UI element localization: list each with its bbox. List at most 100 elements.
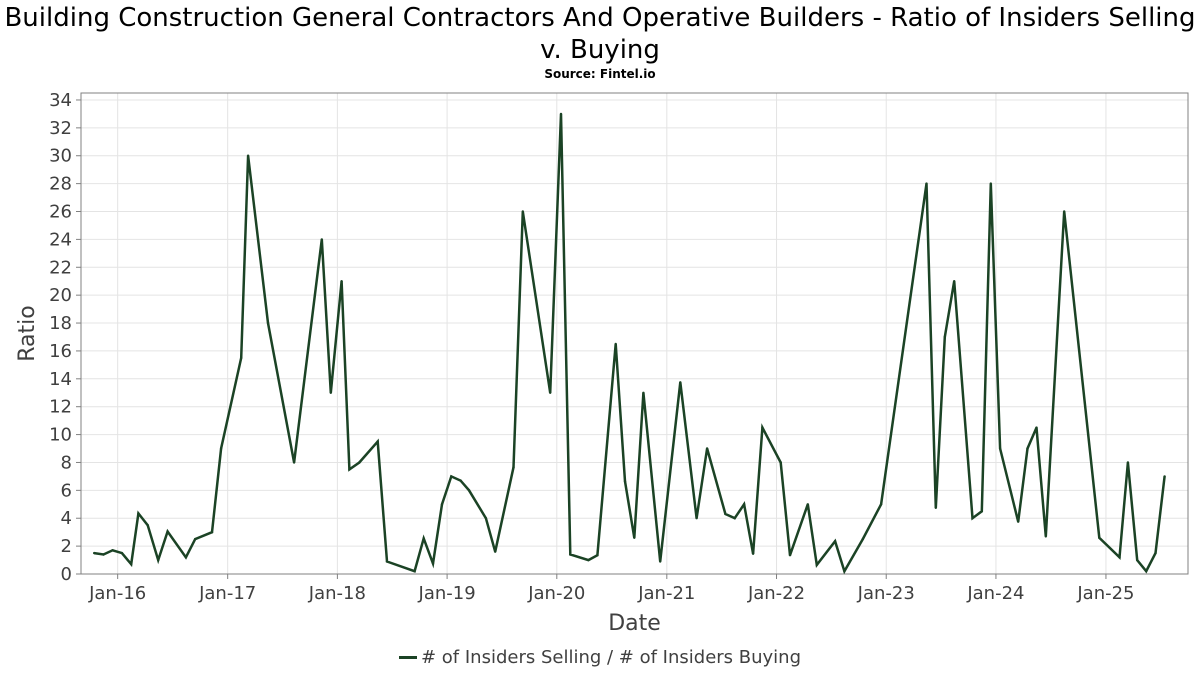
y-tick-label: 10 [49,425,72,446]
data-point [679,381,682,384]
y-axis-title: Ratio [15,305,40,361]
data-point [1163,475,1166,478]
data-point [166,530,169,533]
data-point [742,503,746,506]
plot-area [80,92,1189,575]
data-point [1044,535,1048,538]
data-point [833,540,837,543]
y-tick-label: 26 [49,202,72,223]
data-point [596,554,599,557]
data-point [219,447,223,450]
data-point [340,280,343,283]
data-point [240,356,243,360]
data-point [348,468,351,471]
data-point [788,554,792,557]
data-point [569,553,572,556]
series-layer [93,112,1166,575]
data-point [385,560,389,563]
data-point [184,556,188,559]
chart-subtitle: Source: Fintel.io [544,67,656,81]
legend-swatch [398,656,417,659]
data-point [998,447,1002,450]
data-point [320,238,323,241]
data-point [815,563,818,567]
chart-title: Building Construction General Contractor… [4,3,1196,65]
x-tick-label: Jan-23 [857,583,915,604]
data-point [440,503,444,506]
data-point [751,552,755,555]
y-tick-label: 16 [49,341,72,362]
data-point [953,280,956,283]
data-point [194,537,197,541]
data-point [989,182,992,185]
data-point [971,517,974,520]
series-line [94,113,1166,575]
data-point [779,461,782,464]
data-point [1126,461,1130,464]
data-point [559,112,563,116]
data-point [1154,551,1157,555]
data-point [1063,210,1066,213]
x-tick-label: Jan-17 [198,583,256,604]
data-point [659,560,662,563]
data-point [512,466,515,469]
y-tick-label: 34 [49,90,72,111]
data-point [549,391,552,394]
y-tick-label: 14 [49,369,72,390]
data-point [484,517,488,520]
legend: # of Insiders Selling / # of Insiders Bu… [0,647,1200,668]
data-point [761,426,764,429]
x-axis: Jan-16 Jan-17 Jan-18 Jan-19 Jan-20 Jan-21 Jan-… [88,574,1135,604]
x-tick-label: Jan-16 [88,583,146,604]
data-point [1118,556,1121,559]
data-point [210,531,214,534]
data-point [695,517,698,520]
y-tick-label: 4 [61,508,72,529]
x-tick-label: Jan-22 [747,583,805,604]
data-point [843,570,846,573]
x-tick-label: Jan-18 [308,583,366,604]
data-point [358,461,361,464]
data-point [934,506,937,509]
data-point [1035,426,1038,429]
data-point [146,524,149,527]
y-tick-label: 12 [49,397,72,418]
data-point [879,503,883,506]
data-point [120,551,124,555]
data-point [246,154,250,157]
data-point [633,536,636,539]
data-point [266,321,270,325]
y-tick-label: 32 [49,118,72,139]
data-point [943,335,946,339]
x-tick-label: Jan-19 [418,583,476,604]
data-point [1145,570,1148,573]
data-point [431,562,435,565]
y-tick-label: 2 [61,536,72,557]
y-tick-label: 22 [49,257,72,278]
data-point [1017,520,1020,523]
data-point [642,391,645,394]
data-point [724,512,727,516]
data-point [1098,536,1101,539]
data-point [806,503,809,506]
data-point [1026,447,1029,450]
data-point [494,550,497,553]
y-tick-label: 28 [49,174,72,195]
y-tick-label: 20 [49,285,72,306]
data-point [130,563,133,566]
data-point [157,558,160,562]
data-point [422,537,425,540]
data-point [623,480,627,483]
x-tick-label: Jan-21 [637,583,695,604]
x-tick-label: Jan-24 [966,583,1024,604]
data-point [733,517,736,520]
data-point [111,549,114,552]
data-point [459,479,462,482]
data-point [137,512,140,515]
data-point [93,551,96,555]
data-point [376,440,379,443]
data-point [467,489,471,492]
data-point [705,447,709,450]
